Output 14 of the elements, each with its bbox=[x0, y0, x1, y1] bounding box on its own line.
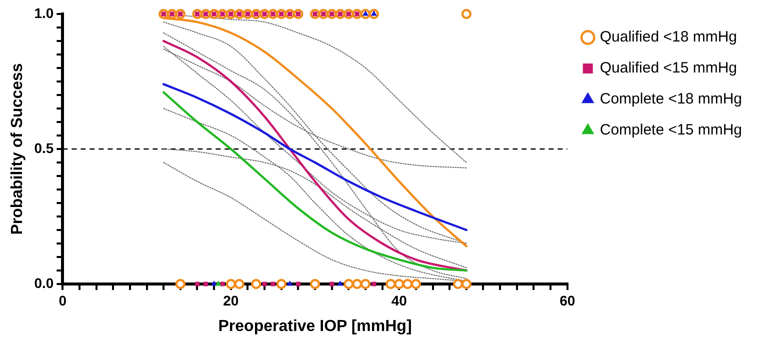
x-tick-label: 0 bbox=[58, 292, 67, 308]
x-tick-label: 20 bbox=[223, 292, 239, 308]
y-tick-label: 0.5 bbox=[34, 140, 54, 156]
y-axis-title: Probability of Success bbox=[9, 63, 26, 235]
y-tick-label: 1.0 bbox=[34, 4, 54, 21]
x-tick-label: 60 bbox=[560, 292, 576, 308]
y-tick-label: 0.0 bbox=[34, 274, 54, 291]
x-axis-title: Preoperative IOP [mmHg] bbox=[218, 318, 412, 335]
legend-label: Qualified <15 mmHg bbox=[600, 60, 738, 77]
line-series bbox=[162, 83, 468, 232]
legend-label: Qualified <18 mmHg bbox=[600, 28, 738, 46]
x-tick-label: 40 bbox=[391, 292, 408, 308]
legend-label: Complete <18 mmHg bbox=[600, 90, 742, 108]
legend-label: Complete <15 mmHg bbox=[600, 122, 742, 139]
